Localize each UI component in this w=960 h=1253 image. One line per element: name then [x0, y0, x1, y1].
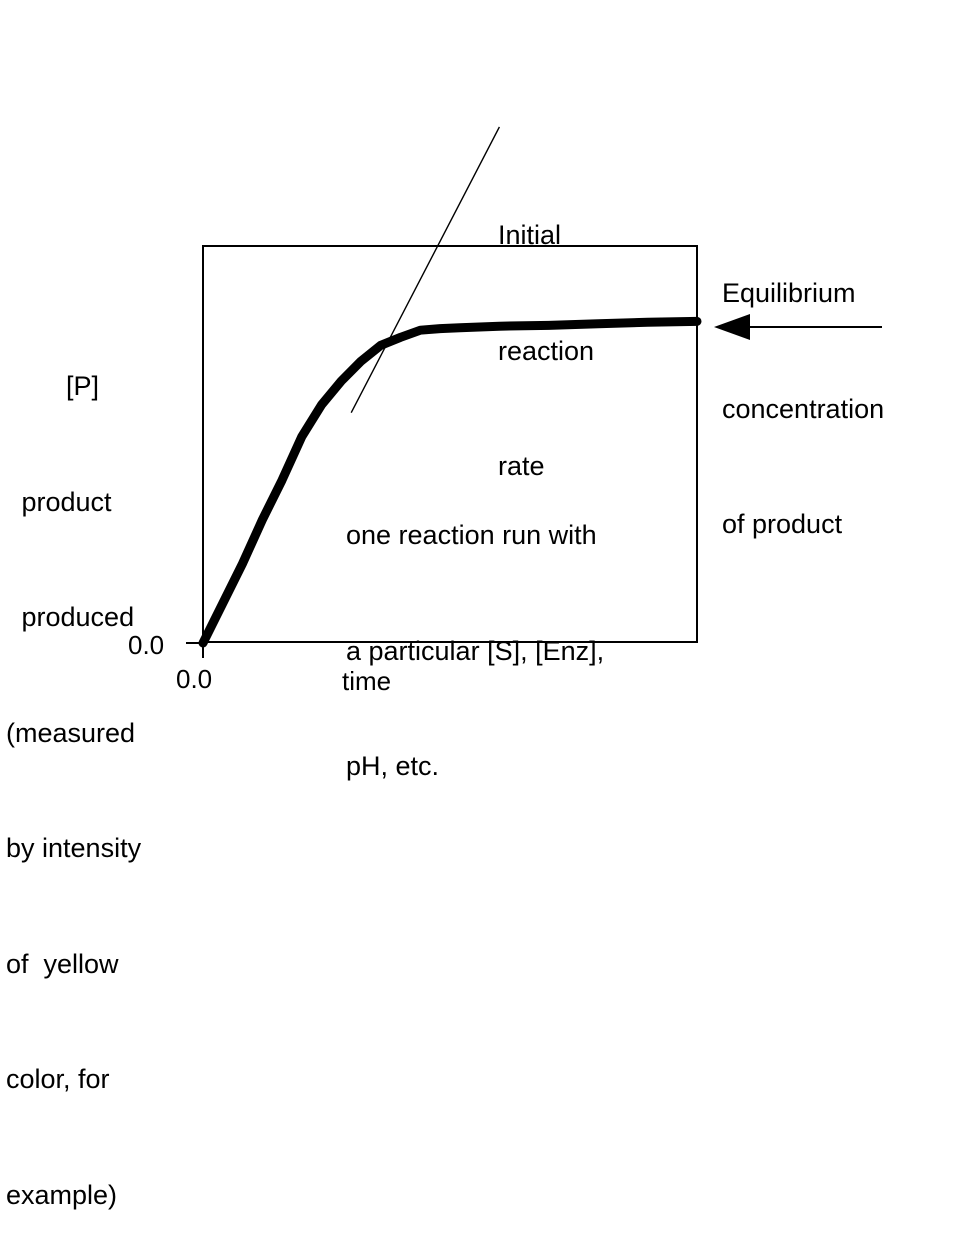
annotation-line: of product — [722, 509, 843, 539]
chart — [186, 126, 882, 658]
initial-rate-annotation: Initial reaction rate — [498, 139, 594, 524]
x-tick-label: 0.0 — [176, 664, 213, 694]
annotation-line: Equilibrium — [722, 278, 856, 308]
equilibrium-annotation: Equilibrium concentration of product — [722, 197, 884, 582]
y-axis-label-line: example) — [6, 1179, 118, 1210]
reaction-run-annotation: one reaction run with a particular [S], … — [346, 439, 604, 824]
plot-frame — [202, 245, 698, 643]
y-axis-label-line: (measured — [6, 717, 136, 748]
y-axis-label-line: color, for — [6, 1064, 110, 1094]
y-axis-label: [P] product produced (measured by intens… — [6, 290, 141, 1253]
y-axis-label-line: by intensity — [6, 833, 142, 863]
annotation-line: concentration — [722, 393, 885, 424]
y-axis-label-line: of yellow — [6, 948, 119, 979]
initial-rate-tangent-line — [350, 126, 501, 414]
y-axis-label-line: product — [14, 486, 112, 517]
annotation-line: Initial — [498, 220, 562, 250]
annotation-line: one reaction run with — [346, 520, 597, 550]
annotation-line: reaction — [498, 335, 595, 366]
y-axis-label-line: [P] — [66, 371, 100, 401]
equilibrium-arrow-head — [714, 314, 750, 340]
y-tick-label: 0.0 — [128, 630, 165, 660]
y-axis-label-line: produced — [14, 602, 135, 632]
x-axis-label: time — [342, 666, 392, 696]
product-curve — [198, 316, 702, 648]
annotation-line: rate — [498, 451, 545, 481]
annotation-line: pH, etc. — [346, 751, 440, 781]
annotation-line: a particular [S], [Enz], — [346, 635, 605, 666]
